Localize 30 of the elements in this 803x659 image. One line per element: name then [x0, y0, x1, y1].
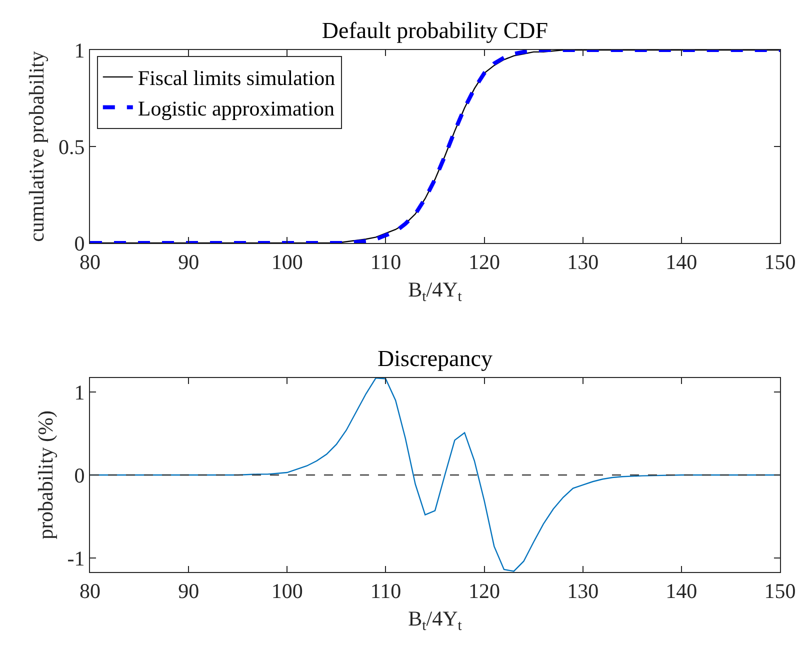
x-tick-label: 150	[764, 250, 796, 274]
x-tick-label: 110	[370, 579, 402, 604]
x-axis-title: B$_{t}$/4Y$_{t}$	[408, 606, 462, 634]
y-axis-title: cumulative probability	[24, 50, 49, 242]
x-tick-label: 140	[666, 250, 698, 274]
x-tick-label: 100	[271, 579, 303, 604]
legend-label: Logistic approximation	[138, 96, 335, 120]
chart-title: Default probability CDF	[322, 18, 548, 44]
x-tick-label: 130	[567, 579, 599, 604]
x-tick-label: 150	[764, 579, 796, 604]
x-tick-label: 90	[178, 579, 200, 604]
y-tick-label: -1	[67, 546, 85, 570]
x-tick-label: 120	[468, 579, 500, 604]
x-tick-label: 110	[370, 250, 402, 274]
y-axis-title: probability (%)	[33, 410, 58, 540]
line-series	[90, 378, 780, 572]
x-axis-title: B$_{t}$/4Y$_{t}$	[408, 277, 462, 305]
x-tick-label: 140	[666, 579, 698, 604]
line-series	[90, 50, 780, 243]
x-tick-label: 90	[178, 250, 200, 274]
legend-label: Fiscal limits simulation	[138, 66, 336, 90]
chart-title: Discrepancy	[378, 346, 493, 372]
x-tick-label: 130	[567, 250, 599, 274]
x-tick-label: 120	[468, 250, 500, 274]
y-tick-label: 0	[74, 463, 85, 488]
y-tick-label: 1	[74, 380, 85, 404]
x-tick-label: 80	[80, 579, 100, 604]
x-tick-label: 100	[271, 250, 303, 274]
y-tick-label: 0.5	[58, 134, 85, 159]
y-tick-label: 1	[74, 38, 85, 62]
